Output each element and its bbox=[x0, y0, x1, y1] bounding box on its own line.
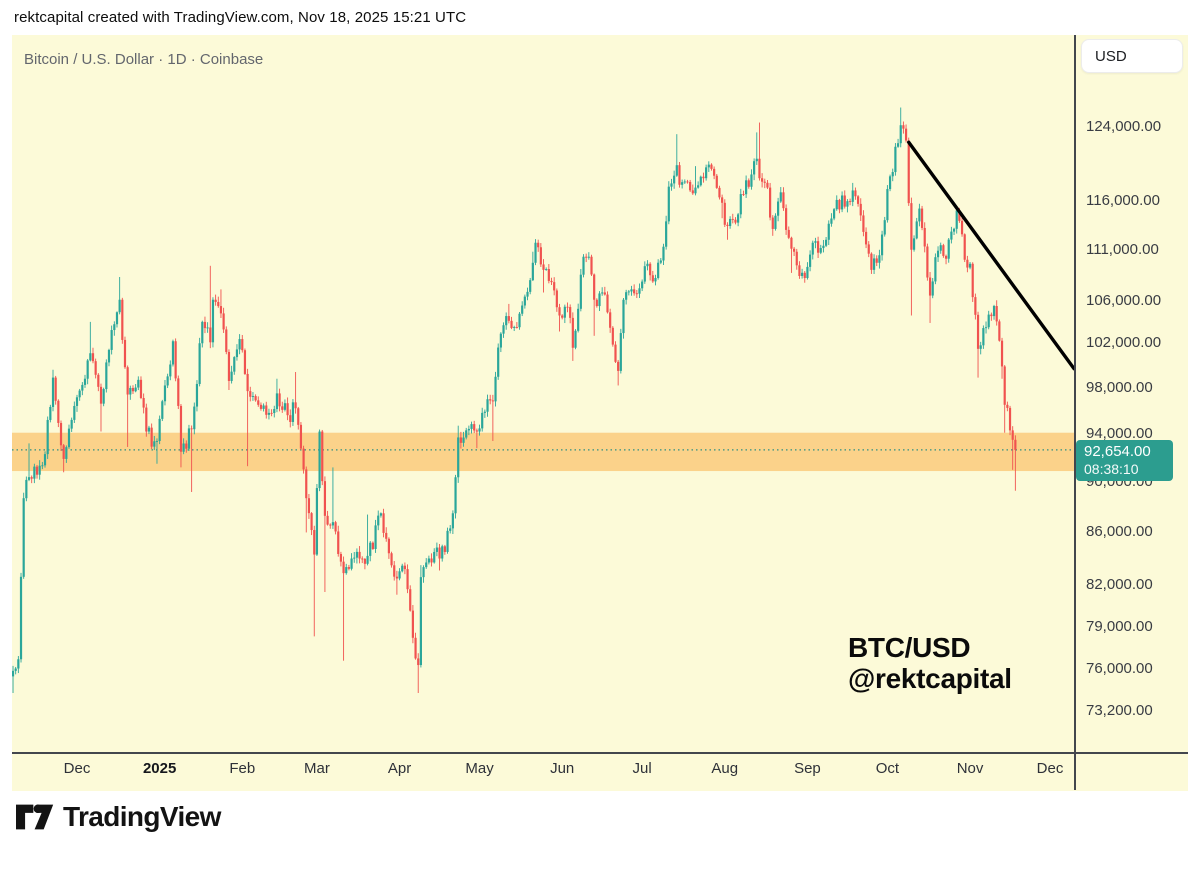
time-tick-label: Feb bbox=[229, 760, 256, 777]
currency-button[interactable]: USD bbox=[1081, 39, 1183, 73]
price-tick-label: 102,000.00 bbox=[1086, 334, 1162, 352]
chart-watermark: BTC/USD @rektcapital bbox=[848, 632, 1012, 694]
price-tick-label: 82,000.00 bbox=[1086, 576, 1153, 594]
price-tick-label: 111,000.00 bbox=[1086, 240, 1159, 258]
tradingview-logo-text: TradingView bbox=[63, 801, 221, 832]
footer: TradingView bbox=[0, 791, 1200, 869]
time-tick-label: May bbox=[465, 760, 494, 777]
watermark-handle: @rektcapital bbox=[848, 663, 1012, 694]
price-tick-label: 79,000.00 bbox=[1086, 617, 1153, 635]
price-axis-separator bbox=[1074, 35, 1076, 790]
time-tick-label: Nov bbox=[956, 760, 984, 777]
bar-countdown: 08:38:10 bbox=[1084, 460, 1139, 477]
last-price-badge: 92,654.00 08:38:10 bbox=[1076, 439, 1173, 481]
time-tick-label: Jun bbox=[550, 760, 575, 777]
time-axis[interactable]: Dec 2025 Feb Mar Apr May Jun Jul Aug Sep Oct Nov Dec bbox=[12, 754, 1074, 790]
last-price-value: 92,654.00 bbox=[1084, 442, 1151, 460]
price-tick-label: 98,000.00 bbox=[1086, 378, 1153, 396]
time-tick-label: Aug bbox=[711, 760, 739, 777]
time-tick-label: Mar bbox=[304, 760, 330, 777]
symbol-title: Bitcoin / U.S. Dollar · 1D · Coinbase bbox=[24, 51, 264, 68]
time-tick-label: Sep bbox=[794, 760, 821, 777]
tradingview-logo-icon bbox=[16, 804, 54, 830]
watermark-pair: BTC/USD bbox=[848, 632, 971, 663]
price-tick-label: 76,000.00 bbox=[1086, 660, 1153, 678]
time-tick-label: Dec bbox=[1036, 760, 1064, 777]
time-tick-label: Jul bbox=[632, 760, 652, 777]
time-tick-label: Dec bbox=[63, 760, 91, 777]
price-tick-label: 86,000.00 bbox=[1086, 523, 1153, 541]
price-tick-label: 106,000.00 bbox=[1086, 291, 1162, 309]
tradingview-logo[interactable]: TradingView bbox=[16, 801, 221, 833]
price-tick-label: 73,200.00 bbox=[1086, 702, 1153, 719]
time-tick-label: 2025 bbox=[142, 760, 177, 777]
price-tick-label: 116,000.00 bbox=[1086, 191, 1160, 209]
header-attribution: rektcapital created with TradingView.com… bbox=[14, 8, 467, 26]
time-axis-separator bbox=[12, 752, 1188, 754]
price-tick-label: 124,000.00 bbox=[1086, 118, 1162, 135]
time-tick-label: Oct bbox=[875, 760, 900, 777]
price-tick-label: 94,000.00 bbox=[1086, 424, 1153, 442]
time-tick-label: Apr bbox=[387, 760, 412, 777]
price-axis[interactable]: 124,000.00 116,000.00 111,000.00 106,000.00… bbox=[1075, 35, 1188, 752]
